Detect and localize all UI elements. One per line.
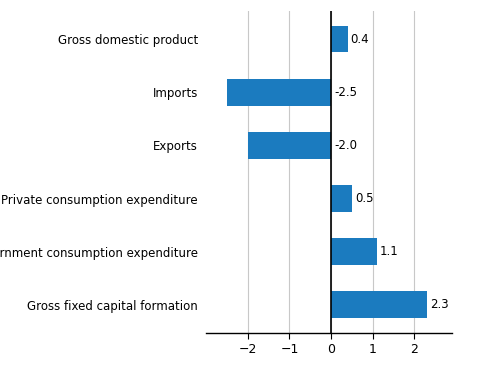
Bar — [248, 132, 331, 159]
Text: -2.0: -2.0 — [334, 139, 357, 152]
Text: 0.5: 0.5 — [355, 192, 373, 205]
Bar — [227, 79, 331, 105]
Text: 0.4: 0.4 — [351, 33, 369, 46]
Bar — [331, 26, 348, 53]
Text: -2.5: -2.5 — [334, 86, 357, 99]
Bar — [331, 291, 427, 318]
Text: 1.1: 1.1 — [380, 245, 399, 258]
Text: 2.3: 2.3 — [430, 298, 448, 311]
Bar — [331, 185, 352, 212]
Bar — [331, 239, 377, 265]
